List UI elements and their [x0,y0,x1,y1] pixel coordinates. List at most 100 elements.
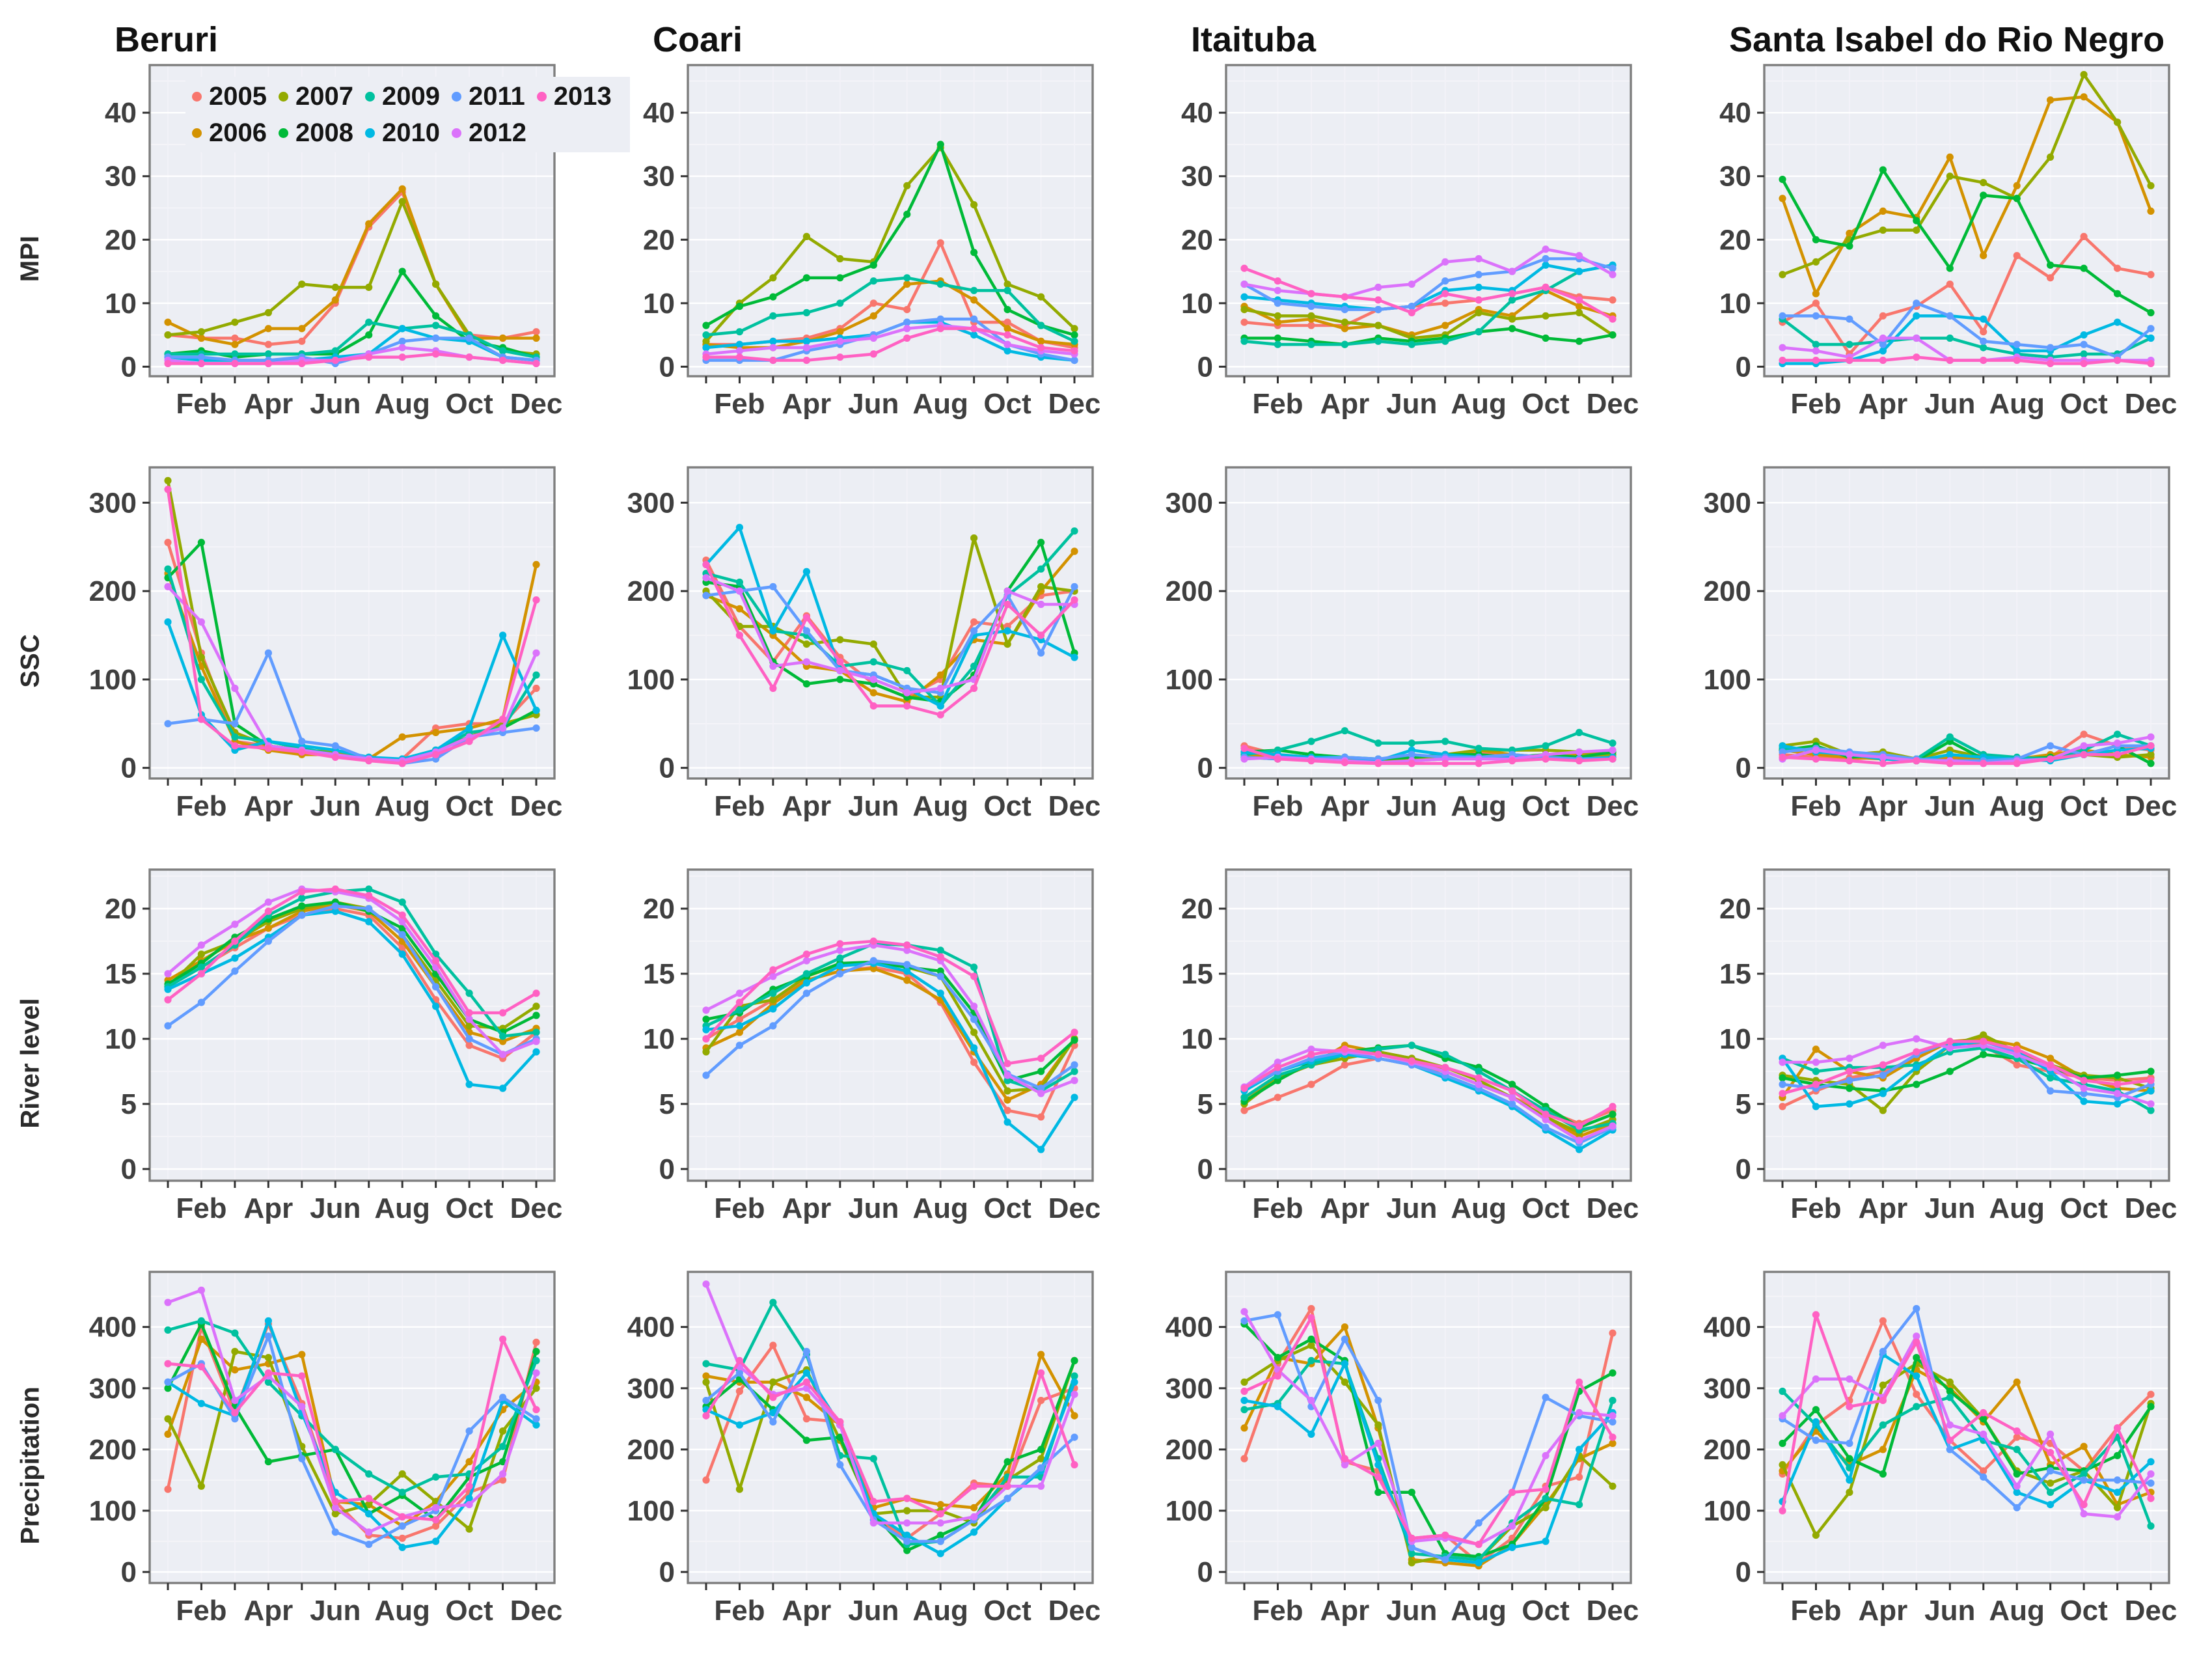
panel-itaituba-mpi: 0 10 20 30 40 Feb Apr Jun Aug Oct Dec [1128,57,1667,460]
svg-text:10: 10 [1719,1023,1751,1055]
panel-santa-isabel-river-level: 0 5 10 15 20 Feb Apr Jun Aug Oct Dec [1667,862,2205,1264]
svg-text:400: 400 [1166,1312,1213,1343]
legend-dot-icon [536,91,547,102]
svg-text:Jun: Jun [1386,790,1437,822]
svg-text:Jun: Jun [1386,1192,1437,1224]
svg-text:Oct: Oct [445,1595,493,1627]
svg-text:0: 0 [1197,351,1213,383]
svg-text:10: 10 [643,1023,675,1055]
svg-text:Oct: Oct [445,1192,493,1224]
svg-text:Feb: Feb [176,1595,226,1627]
row-label-mpi: MPI [16,235,45,282]
svg-text:Jun: Jun [1386,1595,1437,1627]
legend-item-label: 2008 [295,118,353,147]
svg-text:Apr: Apr [1858,1192,1907,1224]
svg-text:Oct: Oct [1522,790,1570,822]
svg-text:Apr: Apr [243,388,293,420]
svg-text:Apr: Apr [782,1192,831,1224]
svg-text:20: 20 [105,893,137,925]
svg-text:100: 100 [89,664,137,696]
legend-dot-icon [278,128,288,138]
legend-item-label: 2011 [468,82,525,111]
legend-item-label: 2010 [381,118,440,147]
svg-text:Dec: Dec [1587,790,1639,822]
svg-text:Aug: Aug [374,388,430,420]
svg-text:Feb: Feb [1790,1595,1841,1627]
svg-text:15: 15 [643,958,675,990]
legend-dot-icon [364,91,375,102]
svg-text:300: 300 [1704,487,1751,519]
legend-row: 2006 2008 2010 2012 [192,117,623,148]
svg-text:0: 0 [1736,1153,1751,1185]
svg-text:15: 15 [105,958,137,990]
svg-text:Aug: Aug [374,1595,430,1627]
svg-text:100: 100 [89,1495,137,1527]
svg-text:Oct: Oct [1522,1192,1570,1224]
svg-text:5: 5 [121,1088,137,1120]
svg-text:300: 300 [627,487,675,519]
svg-text:40: 40 [1181,97,1213,129]
svg-text:Jun: Jun [310,1192,361,1224]
svg-text:Apr: Apr [243,1595,293,1627]
panel-beruri-river-level: 0 5 10 15 20 Feb Apr Jun Aug Oct Dec [52,862,590,1264]
legend-item-2009: 2009 [364,81,440,112]
legend-dot-icon [451,91,461,102]
svg-text:Jun: Jun [310,790,361,822]
chart-santa-isabel-river-level: 0 5 10 15 20 Feb Apr Jun Aug Oct Dec [1719,868,2177,1224]
svg-text:20: 20 [1719,893,1751,925]
svg-text:Feb: Feb [1790,790,1841,822]
column-title-santa-isabel: Santa Isabel do Rio Negro [1729,20,2165,59]
svg-text:Aug: Aug [1989,1192,2045,1224]
svg-text:Feb: Feb [714,1595,765,1627]
svg-text:Aug: Aug [1451,790,1507,822]
svg-text:Apr: Apr [243,1192,293,1224]
svg-text:100: 100 [1166,1495,1213,1527]
svg-text:Aug: Aug [1989,790,2045,822]
legend-item-2005: 2005 [192,81,267,112]
svg-text:200: 200 [627,575,675,607]
legend-item-2013: 2013 [536,81,612,112]
svg-text:Aug: Aug [1451,388,1507,420]
svg-text:Feb: Feb [714,1192,765,1224]
svg-text:Dec: Dec [1048,1192,1101,1224]
svg-text:0: 0 [121,351,137,383]
svg-text:0: 0 [121,1556,137,1588]
svg-text:Apr: Apr [1320,1595,1369,1627]
chart-coari-river-level: 0 5 10 15 20 Feb Apr Jun Aug Oct Dec [643,868,1101,1224]
svg-text:100: 100 [627,1495,675,1527]
chart-coari-ssc: 0 100 200 300 Feb Apr Jun Aug Oct Dec [627,466,1100,822]
svg-text:20: 20 [643,893,675,925]
panel-beruri-mpi: 2005 2007 2009 2011 2013 2006 2008 2010 2012 0 1… [52,57,630,460]
svg-text:100: 100 [627,664,675,696]
svg-text:Apr: Apr [1858,790,1907,822]
svg-text:400: 400 [1704,1312,1751,1343]
svg-text:Apr: Apr [1858,388,1907,420]
svg-text:Aug: Aug [374,1192,430,1224]
svg-text:200: 200 [89,1434,137,1466]
chart-itaituba-mpi: 0 10 20 30 40 Feb Apr Jun Aug Oct Dec [1181,64,1639,420]
svg-text:Feb: Feb [1252,790,1303,822]
svg-text:Dec: Dec [510,1192,563,1224]
svg-text:Oct: Oct [983,1595,1031,1627]
legend-dot-icon [192,128,202,138]
column-title-beruri: Beruri [115,20,219,59]
svg-text:20: 20 [105,224,137,256]
svg-text:Jun: Jun [1924,1192,1975,1224]
svg-text:Aug: Aug [912,388,968,420]
svg-text:15: 15 [1719,958,1751,990]
svg-text:Aug: Aug [912,1595,968,1627]
svg-text:200: 200 [627,1434,675,1466]
svg-text:10: 10 [643,288,675,320]
svg-text:10: 10 [105,288,137,320]
legend: 2005 2007 2009 2011 2013 2006 2008 2010 2012 [185,77,630,152]
svg-text:Oct: Oct [1522,388,1570,420]
panel-coari-ssc: 0 100 200 300 Feb Apr Jun Aug Oct Dec [590,460,1128,862]
panel-santa-isabel-mpi: 0 10 20 30 40 Feb Apr Jun Aug Oct Dec [1667,57,2205,460]
svg-text:Jun: Jun [848,1192,899,1224]
svg-text:Feb: Feb [1252,1595,1303,1627]
legend-item-2010: 2010 [364,117,440,148]
svg-text:40: 40 [1719,97,1751,129]
svg-text:Dec: Dec [2125,1595,2178,1627]
panel-santa-isabel-ssc: 0 100 200 300 Feb Apr Jun Aug Oct Dec [1667,460,2205,862]
svg-text:Oct: Oct [1522,1595,1570,1627]
